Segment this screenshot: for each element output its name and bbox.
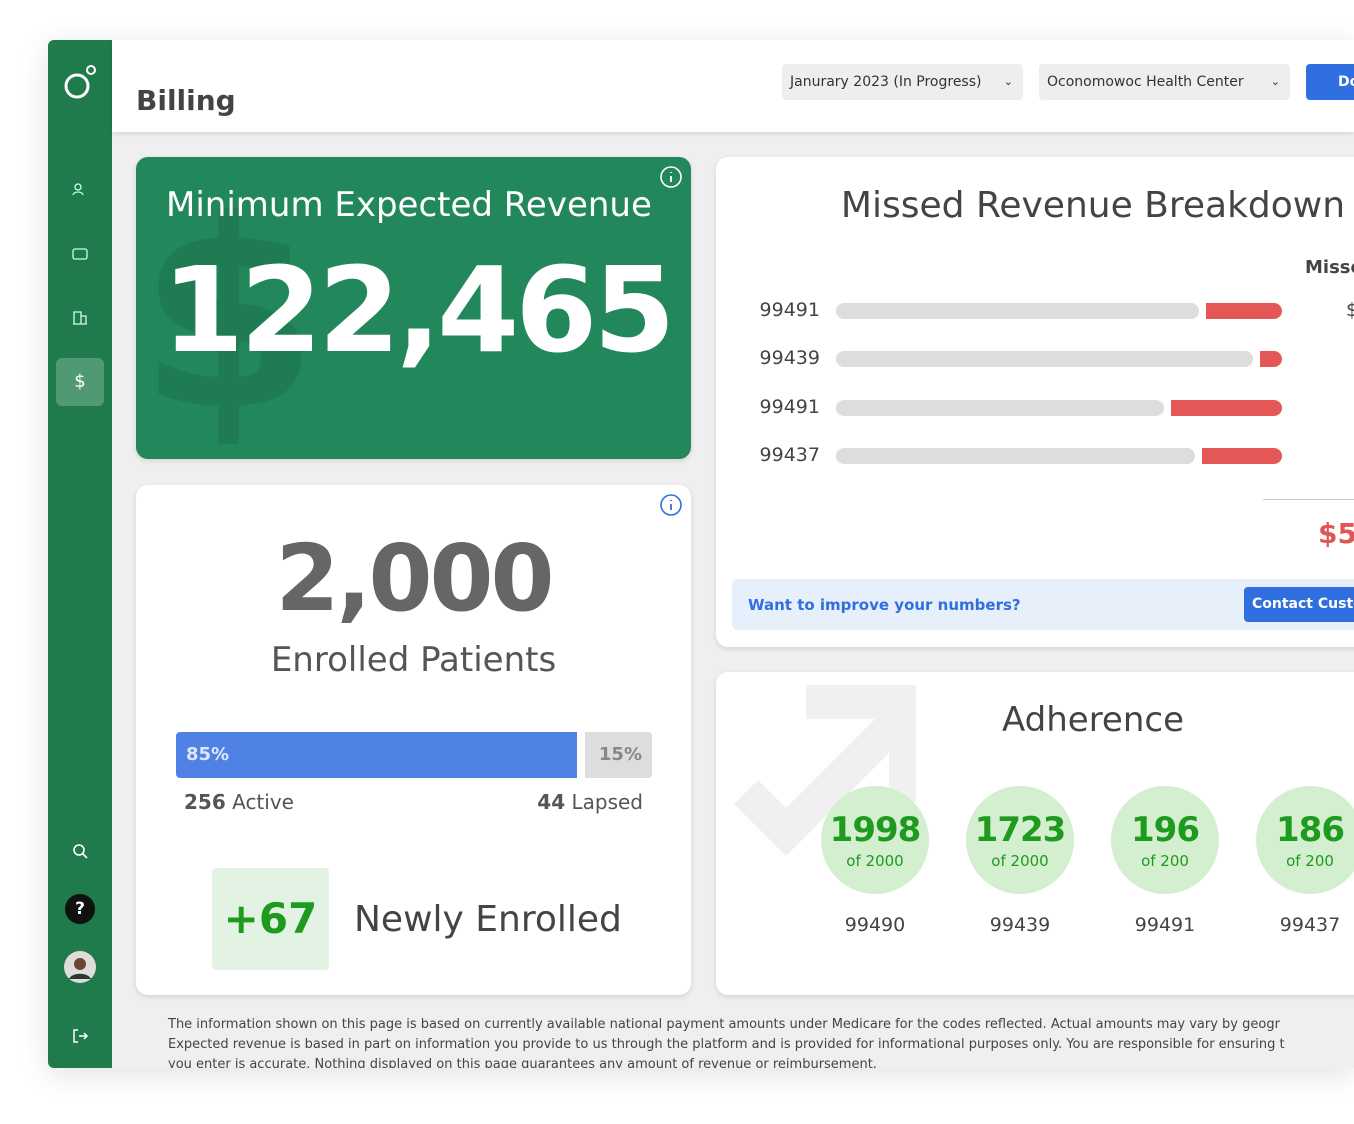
column-header: Misse bbox=[1305, 257, 1354, 278]
active-text: 256 Active bbox=[184, 790, 294, 814]
revenue-title: Minimum Expected Revenue bbox=[166, 185, 652, 225]
lapsed-bar bbox=[584, 732, 652, 778]
dollar-watermark: $ bbox=[138, 166, 319, 459]
active-pct: 85% bbox=[186, 744, 230, 765]
adherence-of: of 200 bbox=[1141, 852, 1189, 870]
cpt-code: 99491 bbox=[759, 395, 820, 418]
help-button[interactable]: ? bbox=[65, 894, 95, 924]
missed-bar bbox=[1170, 399, 1282, 416]
lapsed-text: 44 Lapsed bbox=[537, 790, 643, 814]
download-button[interactable]: Do bbox=[1306, 64, 1354, 100]
lapsed-label: Lapsed bbox=[571, 790, 643, 814]
billing-nav[interactable]: $ bbox=[56, 358, 104, 406]
divider bbox=[1263, 499, 1354, 500]
location-select[interactable]: Oconomowoc Health Center ⌄ bbox=[1039, 64, 1290, 100]
enrolled-label: Enrolled Patients bbox=[270, 640, 557, 680]
adherence-of: of 2000 bbox=[991, 852, 1049, 870]
banner-text: Want to improve your numbers? bbox=[748, 596, 1021, 614]
adherence-circle: 1998 of 2000 bbox=[821, 786, 929, 894]
enrolled-value: 2,000 bbox=[275, 525, 554, 632]
lapsed-pct: 15% bbox=[598, 744, 642, 765]
active-label: Active bbox=[232, 790, 294, 814]
page-title: Billing bbox=[136, 84, 236, 117]
app-frame: $ ? Billing Janurary 2023 (In Progress) ⌄… bbox=[48, 40, 1354, 1068]
adherence-code: 99491 bbox=[1134, 914, 1196, 936]
adherence-circle: 1723 of 2000 bbox=[966, 786, 1074, 894]
adherence-value: 196 bbox=[1131, 810, 1200, 850]
missed-bar bbox=[1206, 303, 1282, 319]
header: Billing Janurary 2023 (In Progress) ⌄ Oco… bbox=[112, 40, 1354, 132]
arrow-watermark bbox=[733, 685, 916, 857]
disclaimer-line: you enter is accurate. Nothing displayed… bbox=[168, 1057, 877, 1068]
location-text: Oconomowoc Health Center bbox=[1047, 74, 1244, 90]
facility-icon[interactable] bbox=[70, 308, 90, 328]
adherence-value: 186 bbox=[1276, 810, 1345, 850]
adherence-circle: 186 of 200 bbox=[1256, 786, 1354, 894]
collected-bar bbox=[836, 351, 1253, 368]
adherence-of: of 2000 bbox=[846, 852, 904, 870]
disclaimer: The information shown on this page is ba… bbox=[168, 1015, 1285, 1068]
missed-title: Missed Revenue Breakdown bbox=[840, 185, 1346, 226]
missed-total: $5 bbox=[1318, 517, 1354, 550]
inbox-icon[interactable] bbox=[70, 244, 90, 264]
enrolled-card: 2,000 Enrolled Patients 85% 15% 256 Activ… bbox=[136, 485, 691, 995]
adherence-code: 99490 bbox=[844, 914, 906, 936]
missed-bar bbox=[1259, 351, 1282, 368]
cpt-code: 99437 bbox=[759, 443, 820, 466]
collected-bar bbox=[836, 303, 1200, 319]
collected-bar bbox=[836, 447, 1195, 464]
contact-button[interactable]: Contact Custo bbox=[1244, 587, 1354, 622]
patients-icon[interactable] bbox=[70, 180, 90, 200]
revenue-card: $ Minimum Expected Revenue 122,465 bbox=[136, 157, 691, 459]
adherence-code: 99439 bbox=[989, 914, 1051, 936]
avatar[interactable] bbox=[64, 951, 96, 983]
period-select[interactable]: Janurary 2023 (In Progress) ⌄ bbox=[782, 64, 1023, 100]
lapsed-count: 44 bbox=[537, 790, 566, 814]
missed-bar bbox=[1201, 447, 1282, 464]
missed-card: Missed Revenue Breakdown Misse 99491 $994… bbox=[716, 157, 1354, 647]
adherence-code: 99437 bbox=[1279, 914, 1341, 936]
collected-bar bbox=[836, 399, 1164, 416]
logo bbox=[64, 65, 96, 99]
disclaimer-line: Expected revenue is based in part on inf… bbox=[168, 1037, 1285, 1052]
logout-icon[interactable] bbox=[70, 1026, 90, 1046]
adherence-circle: 196 of 200 bbox=[1111, 786, 1219, 894]
period-text: Janurary 2023 (In Progress) bbox=[790, 74, 982, 90]
amount: $ bbox=[1346, 299, 1354, 321]
cpt-code: 99491 bbox=[759, 299, 820, 321]
active-count: 256 bbox=[184, 790, 226, 814]
adherence-of: of 200 bbox=[1286, 852, 1334, 870]
cpt-code: 99439 bbox=[759, 347, 820, 370]
download-text: Do bbox=[1338, 74, 1354, 90]
adherence-title: Adherence bbox=[1001, 700, 1185, 740]
info-icon[interactable] bbox=[659, 493, 683, 517]
search-icon[interactable] bbox=[70, 841, 90, 861]
disclaimer-line: The information shown on this page is ba… bbox=[168, 1017, 1280, 1032]
adherence-value: 1998 bbox=[829, 810, 922, 850]
revenue-value: 122,465 bbox=[162, 241, 675, 379]
adherence-value: 1723 bbox=[974, 810, 1067, 850]
enrolled-bar: 85% 15% bbox=[176, 732, 652, 778]
banner: Want to improve your numbers? Contact Cu… bbox=[732, 579, 1354, 630]
new-label: Newly Enrolled bbox=[354, 899, 622, 940]
active-bar bbox=[176, 732, 577, 778]
sidebar: $ ? bbox=[48, 40, 112, 1068]
new-count: +67 bbox=[212, 868, 329, 970]
info-icon[interactable] bbox=[659, 165, 683, 189]
adherence-card: Adherence 1998 of 2000 99490 1723 of 2000 994… bbox=[716, 672, 1354, 995]
